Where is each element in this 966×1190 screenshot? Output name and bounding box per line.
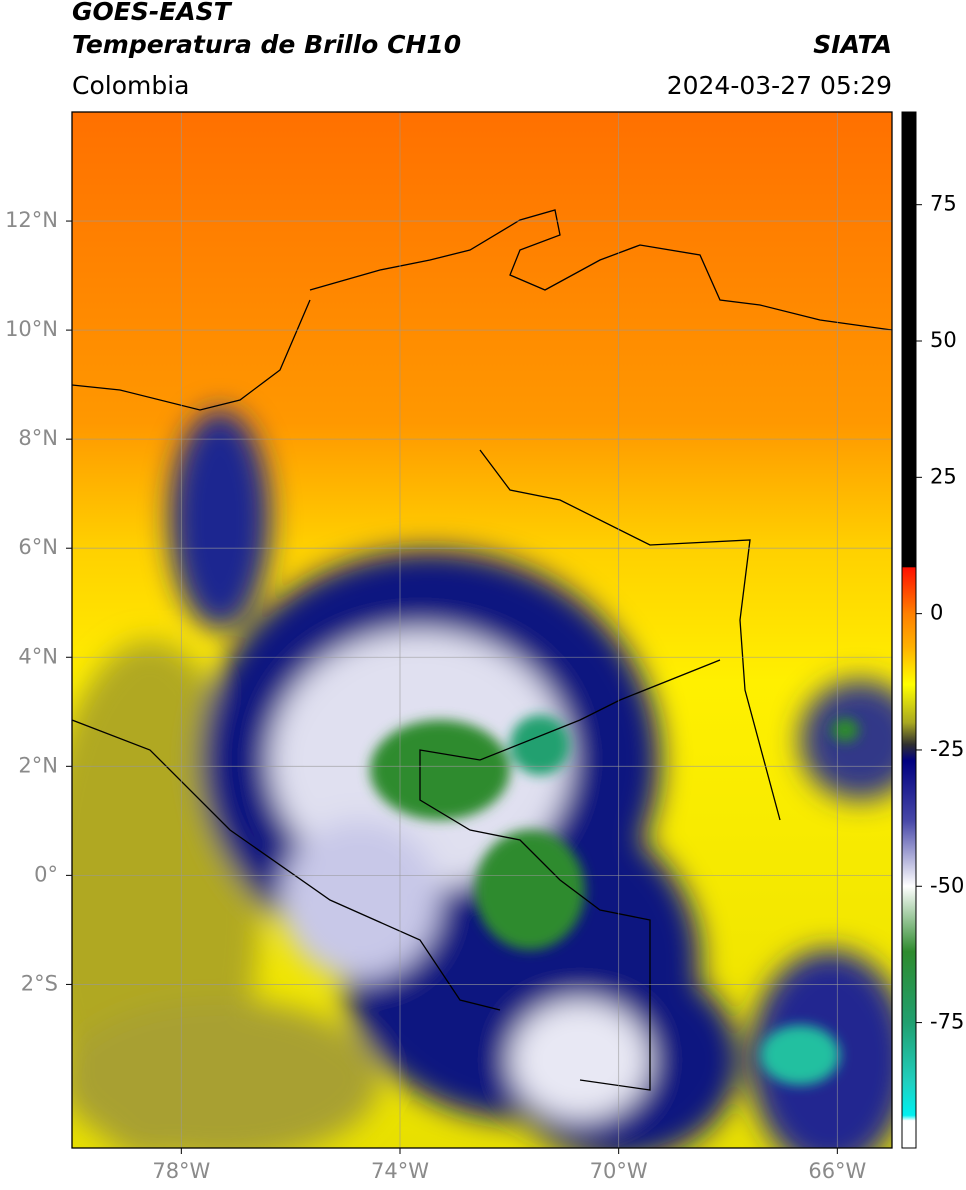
y-tick-label: 0° xyxy=(34,862,58,886)
borders xyxy=(72,299,781,1091)
region: Colombia xyxy=(72,71,189,100)
y-tick-label: 12°N xyxy=(5,208,58,232)
colorbar-tick-label: 50 xyxy=(930,328,957,352)
map-image xyxy=(72,112,892,1148)
y-tick-label: 6°N xyxy=(18,535,58,559)
x-tick-label: 70°W xyxy=(590,1159,648,1183)
source: SIATA xyxy=(813,30,892,59)
colorbar xyxy=(901,111,917,1149)
cold-top xyxy=(760,1025,840,1085)
cloud xyxy=(510,1000,650,1120)
x-tick-label: 66°W xyxy=(808,1159,866,1183)
colorbar-tick-label: -75 xyxy=(930,1010,964,1034)
y-tick-label: 8°N xyxy=(18,426,58,450)
colorbar-tick-label: 75 xyxy=(930,192,957,216)
map-frame xyxy=(71,111,893,1149)
x-tick-label: 78°W xyxy=(152,1159,210,1183)
grid xyxy=(72,112,892,1148)
cold-top xyxy=(831,718,859,742)
cold-tops xyxy=(370,715,859,1085)
coastline xyxy=(309,209,892,331)
x-tick-label: 74°W xyxy=(371,1159,429,1183)
title-line2: Temperatura de Brillo CH10 xyxy=(72,30,461,59)
colorbar-tick-label: -50 xyxy=(930,873,964,897)
y-tick-label: 2°S xyxy=(21,971,58,995)
cloud xyxy=(170,410,270,630)
cold-top xyxy=(475,830,585,950)
datetime: 2024-03-27 05:29 xyxy=(667,71,892,100)
colorbar-tick-label: 25 xyxy=(930,464,957,488)
cold-top xyxy=(370,720,510,820)
colorbar-tick-label: 0 xyxy=(930,601,943,625)
y-tick-label: 2°N xyxy=(18,753,58,777)
cloud xyxy=(72,1000,380,1148)
title-line1: GOES-EAST xyxy=(72,0,233,26)
y-tick-label: 4°N xyxy=(18,644,58,668)
cloud xyxy=(280,820,440,980)
y-tick-label: 10°N xyxy=(5,317,58,341)
colorbar-tick-label: -25 xyxy=(930,737,964,761)
